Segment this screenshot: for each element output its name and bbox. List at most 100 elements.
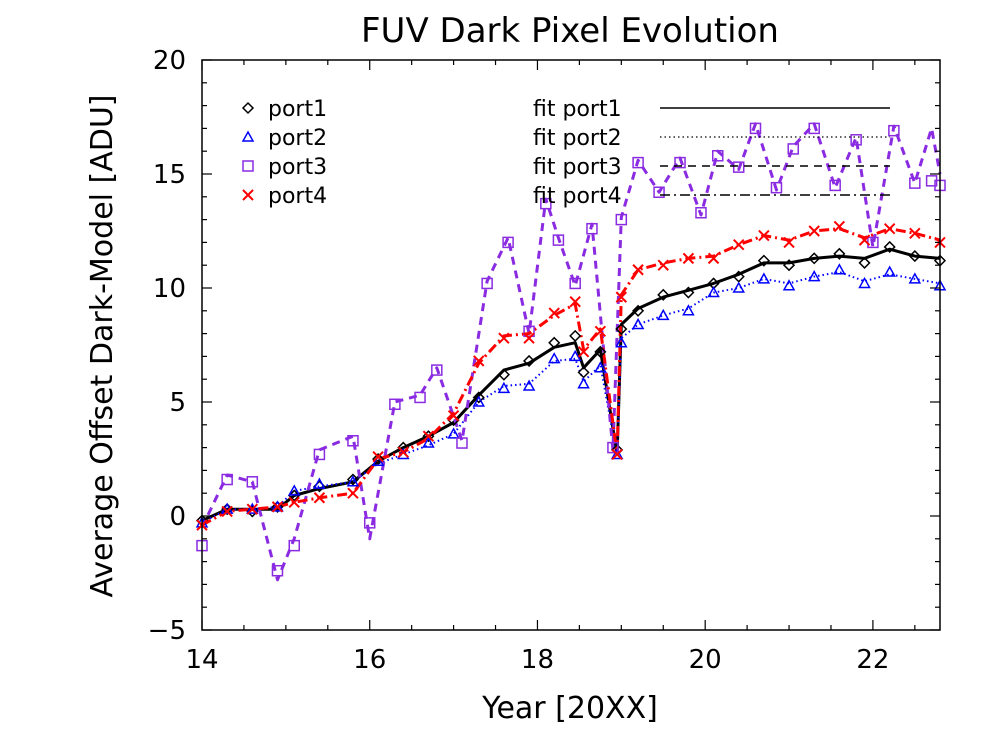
port4-point-19 bbox=[611, 448, 623, 461]
x-axis-label: Year [20XX] bbox=[481, 691, 658, 726]
port2-point-32 bbox=[908, 272, 922, 284]
port1-point-16 bbox=[569, 329, 582, 342]
port3-point-4 bbox=[271, 564, 284, 577]
legend-fit-label-4: fit port4 bbox=[533, 184, 622, 209]
legend-fit-label-1: fit port1 bbox=[533, 97, 622, 122]
x-tick-label: 14 bbox=[185, 645, 218, 675]
port4-point-22 bbox=[657, 259, 669, 271]
port4-point-14 bbox=[523, 332, 535, 344]
port1-point-14 bbox=[523, 354, 536, 368]
port1-point-26 bbox=[757, 254, 770, 267]
port2-point-22 bbox=[656, 308, 670, 321]
port3-point-36 bbox=[909, 177, 921, 189]
port3-point-12 bbox=[456, 437, 468, 449]
port4-point-6 bbox=[313, 492, 326, 504]
port4-point-29 bbox=[833, 220, 846, 233]
port3-point-11 bbox=[431, 364, 443, 376]
port4-point-27 bbox=[783, 236, 795, 249]
port3-point-10 bbox=[414, 391, 426, 404]
port4-point-20 bbox=[615, 291, 628, 303]
port4-point-30 bbox=[858, 234, 871, 246]
port4-point-15 bbox=[548, 307, 560, 319]
port3-point-33 bbox=[850, 134, 862, 146]
port4-point-8 bbox=[372, 451, 384, 463]
port3-point-28 bbox=[749, 122, 762, 135]
y-axis-label: Average Offset Dark-Model [ADU] bbox=[85, 94, 120, 597]
port2-point-24 bbox=[707, 286, 720, 298]
port4-point-31 bbox=[883, 223, 896, 235]
port3-point-23 bbox=[653, 186, 665, 198]
port3-point-6 bbox=[313, 448, 326, 461]
port2-point-27 bbox=[782, 279, 796, 291]
port3-point-32 bbox=[829, 179, 841, 192]
port3-point-2 bbox=[221, 473, 233, 486]
y-tick-label: 5 bbox=[169, 388, 186, 418]
port3-point-9 bbox=[389, 398, 401, 411]
port3-point-8 bbox=[363, 517, 376, 529]
port3-point-35 bbox=[888, 124, 900, 137]
port2-point-12 bbox=[472, 395, 486, 407]
port4-point-28 bbox=[808, 225, 820, 237]
x-tick-label: 22 bbox=[856, 645, 889, 675]
port3-point-27 bbox=[732, 161, 745, 173]
port3-point-20 bbox=[607, 441, 619, 454]
port1-point-5 bbox=[288, 489, 301, 502]
port3-point-22 bbox=[632, 156, 644, 169]
port2-point-23 bbox=[682, 304, 695, 316]
legend-label-4: port4 bbox=[268, 184, 327, 209]
port1-point-8 bbox=[372, 452, 385, 466]
port3-point-17 bbox=[552, 234, 565, 246]
port4-point-18 bbox=[594, 325, 607, 338]
port4-point-12 bbox=[473, 355, 485, 367]
port2-point-6 bbox=[313, 477, 326, 489]
port4-point-5 bbox=[288, 496, 300, 509]
fit-line-4 bbox=[201, 227, 941, 527]
port1-point-23 bbox=[682, 286, 695, 299]
legend-marker-4 bbox=[242, 189, 254, 201]
port3-point-31 bbox=[808, 122, 820, 135]
port1-point-13 bbox=[497, 368, 510, 381]
port3-point-19 bbox=[586, 222, 598, 235]
legend-label-3: port3 bbox=[268, 155, 327, 180]
port2-point-8 bbox=[371, 454, 385, 467]
fit-line-1 bbox=[201, 247, 941, 522]
port1-point-31 bbox=[883, 240, 896, 254]
port1-point-4 bbox=[271, 500, 284, 513]
port2-point-13 bbox=[497, 381, 511, 394]
y-tick-label: 15 bbox=[153, 160, 186, 190]
fit-line-2 bbox=[201, 271, 941, 524]
legend-marker-2 bbox=[241, 130, 255, 142]
port3-point-26 bbox=[712, 150, 724, 162]
y-tick-label: 0 bbox=[169, 502, 186, 532]
port3-point-3 bbox=[246, 476, 259, 488]
port3-point-25 bbox=[695, 207, 707, 219]
port1-point-21 bbox=[632, 304, 645, 317]
x-tick-label: 18 bbox=[521, 645, 554, 675]
port1-point-10 bbox=[422, 430, 435, 443]
axes: 14 16 18 20 22 −5 0 5 10 15 20 bbox=[148, 46, 941, 675]
legend-marker-3 bbox=[242, 160, 254, 172]
port2-point-28 bbox=[807, 270, 821, 282]
port2-point-16 bbox=[568, 349, 582, 362]
port3-point-5 bbox=[288, 539, 300, 552]
legend-fit-label-3: fit port3 bbox=[533, 155, 622, 180]
port2-point-17 bbox=[577, 377, 590, 389]
x-tick-label: 20 bbox=[689, 645, 722, 675]
port2-point-18 bbox=[594, 361, 607, 373]
legend-label-2: port2 bbox=[268, 126, 327, 151]
port4-point-13 bbox=[498, 332, 510, 344]
port1-point-28 bbox=[808, 252, 821, 265]
port4-point-26 bbox=[758, 229, 770, 242]
port2-point-20 bbox=[615, 336, 628, 348]
port2-point-4 bbox=[271, 500, 284, 512]
port4-point-9 bbox=[397, 446, 409, 458]
port2-point-11 bbox=[447, 427, 460, 439]
port2-point-15 bbox=[547, 352, 561, 364]
y-tick-label: −5 bbox=[148, 616, 186, 646]
y-tick-label: 20 bbox=[153, 46, 186, 76]
port1-point-15 bbox=[548, 336, 561, 349]
legend: port1 port2 port3 port4 fit port1 fit port2 fi… bbox=[241, 97, 890, 209]
port4-point-25 bbox=[733, 238, 745, 251]
port4-point-23 bbox=[682, 252, 695, 265]
